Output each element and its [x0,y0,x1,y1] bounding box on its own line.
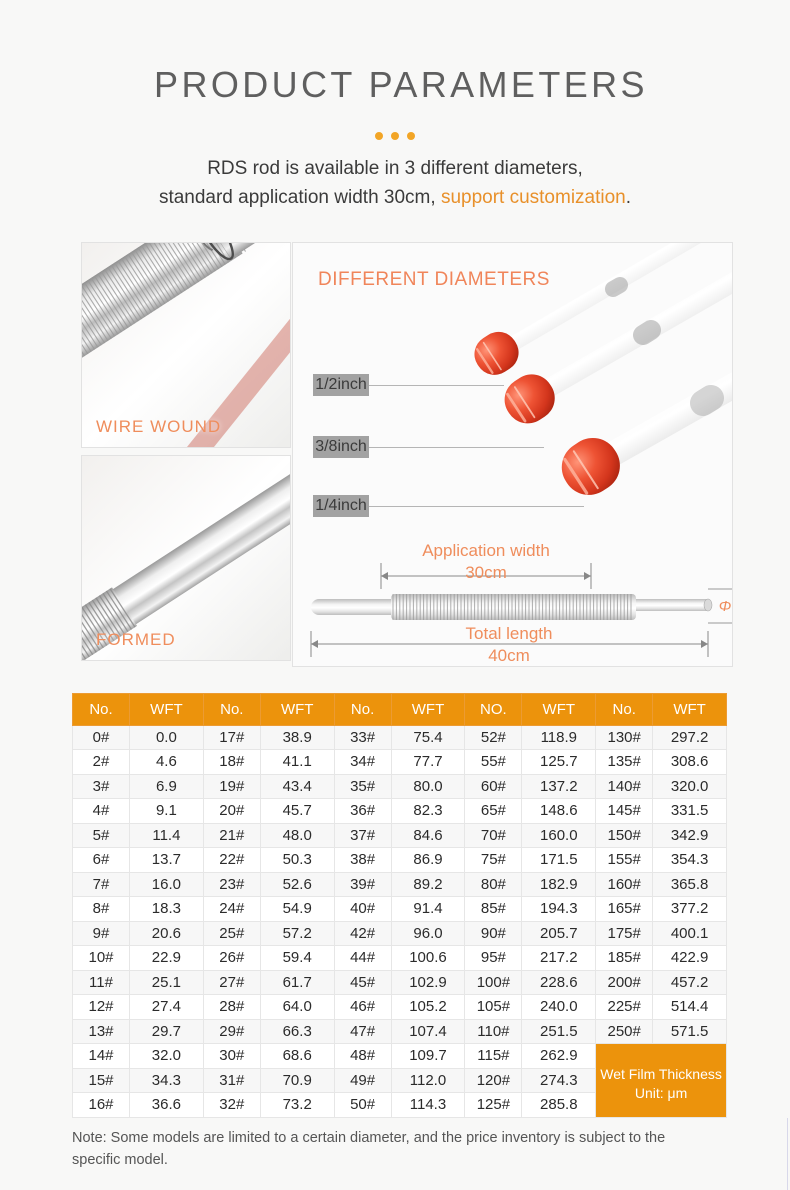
svg-text:Application width: Application width [422,541,550,560]
svg-text:Φ: Φ [719,598,732,615]
svg-text:30cm: 30cm [465,563,507,582]
svg-text:40cm: 40cm [488,646,530,665]
svg-text:Total length: Total length [466,624,553,643]
